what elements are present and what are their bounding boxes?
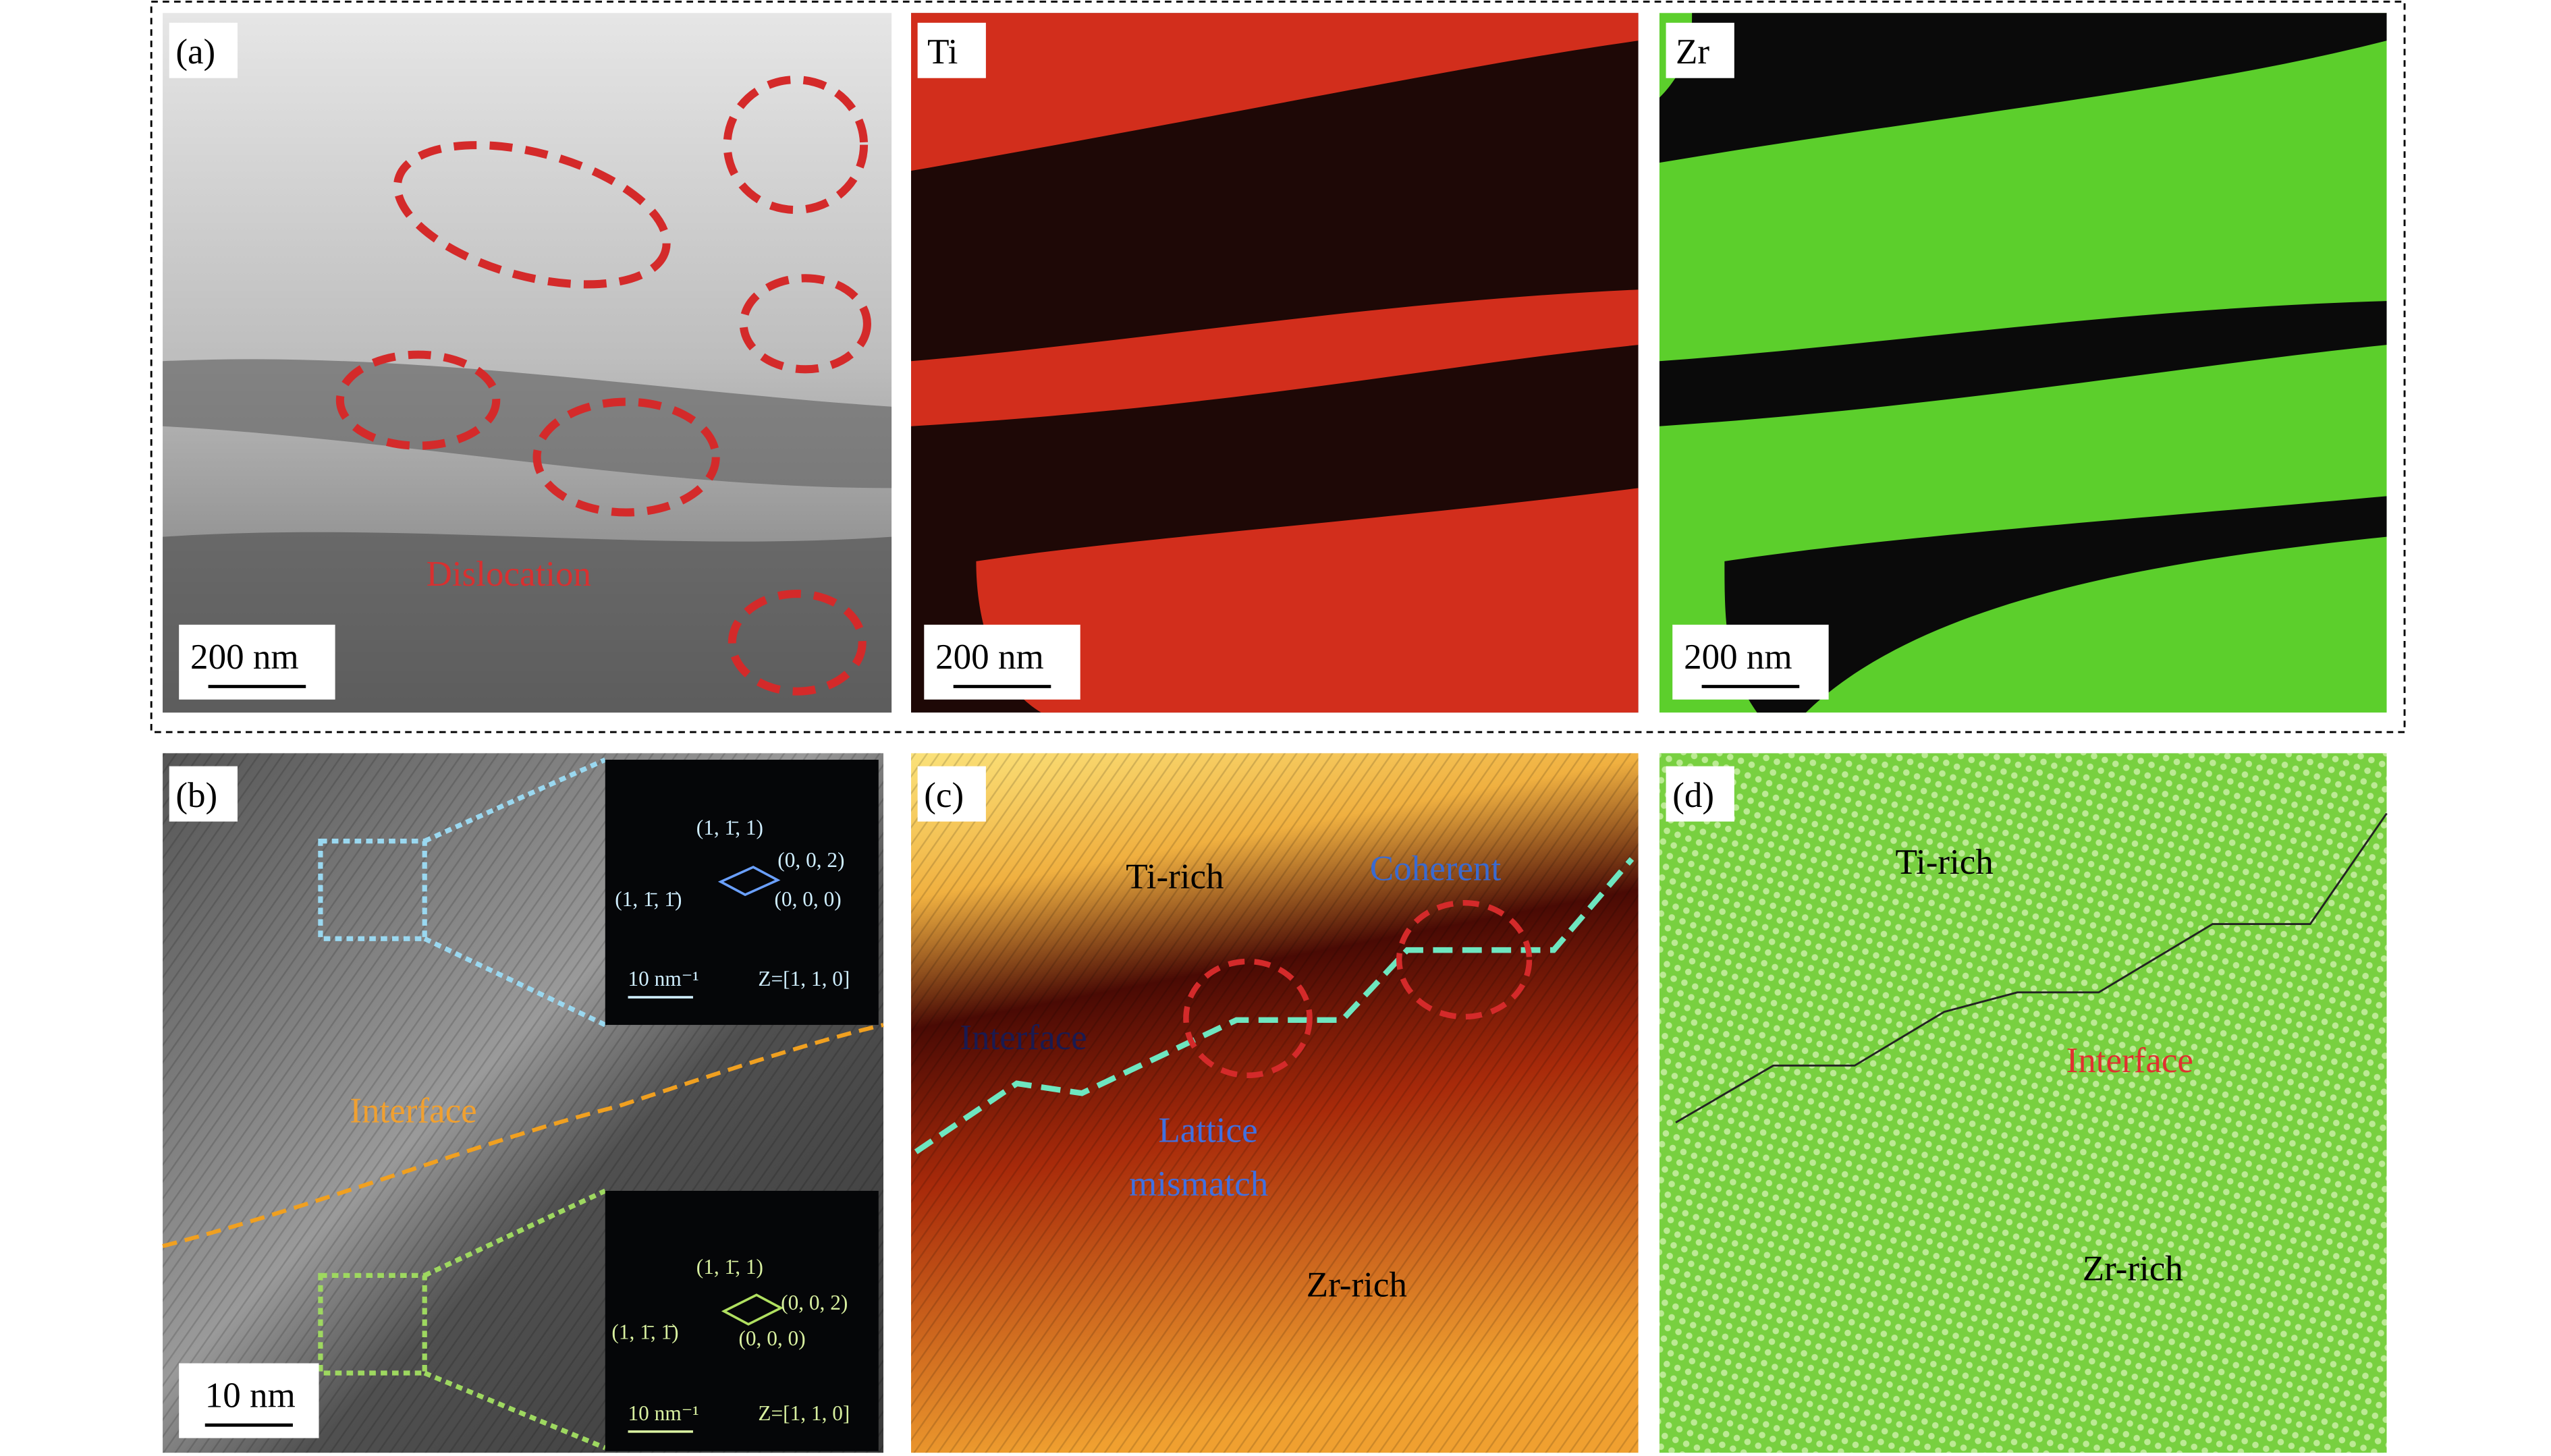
annotation: Ti-rich xyxy=(1895,843,1993,882)
annotation: Lattice xyxy=(1158,1111,1257,1150)
label-box xyxy=(917,22,986,78)
panel-label: Zr xyxy=(1676,32,1709,72)
ellipses xyxy=(1183,899,1533,1079)
zoom-box xyxy=(318,1272,427,1376)
panel-b: Interface (1, 1̄, 1) (0, 0, 2) (1, 1̄, 1… xyxy=(162,753,884,1453)
inset-scale: 10 nm⁻¹ xyxy=(628,1401,699,1425)
band xyxy=(163,532,892,713)
zr-bands xyxy=(1659,13,2387,713)
spot-label: (0, 0, 2) xyxy=(777,848,844,872)
annotation: Zr-rich xyxy=(2083,1250,2183,1289)
texture xyxy=(1659,753,2387,1453)
interface-line xyxy=(1675,812,2388,1123)
scale-bar-label: 200 nm xyxy=(1684,638,1792,677)
label-box xyxy=(169,766,238,822)
panel-d: Ti-rich Interface Zr-rich (d) xyxy=(1659,753,2388,1453)
spot-label: (0, 0, 0) xyxy=(775,887,842,911)
panel-c: Ti-rich Coherent Interface Lattice misma… xyxy=(911,753,1639,1453)
diffraction-pattern xyxy=(721,1293,784,1326)
scale-bar-label: 200 nm xyxy=(935,638,1044,677)
panel-label: Ti xyxy=(927,32,958,72)
panel-ti: Ti 200 nm xyxy=(911,13,1639,713)
panel-label: (c) xyxy=(924,776,964,815)
diffraction-pattern xyxy=(717,866,781,897)
annotation: Ti-rich xyxy=(1126,857,1224,896)
panel-label: (a) xyxy=(175,32,215,72)
ti-bands xyxy=(911,13,1639,713)
spot-label: (0, 0, 2) xyxy=(781,1291,848,1314)
label-box xyxy=(1666,22,1734,78)
scale-bar-label: 10 nm xyxy=(205,1376,296,1416)
panel-zr: Zr 200 nm xyxy=(1659,13,2387,713)
panel-label: (b) xyxy=(175,776,217,815)
annotation: mismatch xyxy=(1129,1165,1268,1204)
annotation: Interface xyxy=(350,1092,476,1131)
annotation: Zr-rich xyxy=(1307,1266,1407,1305)
zone-axis: Z=[1, 1, 0] xyxy=(758,1401,850,1425)
annotation: Dislocation xyxy=(427,555,591,594)
zone-axis: Z=[1, 1, 0] xyxy=(758,967,850,990)
zoom-lines xyxy=(423,757,607,1028)
label-box xyxy=(917,766,986,822)
panel-a: Dislocation (a) 200 nm xyxy=(163,13,892,713)
annotation: Interface xyxy=(960,1018,1087,1057)
zoom-lines xyxy=(423,1188,607,1451)
ellipses xyxy=(335,76,871,696)
inset-scale: 10 nm⁻¹ xyxy=(628,967,699,990)
spot-label: (1, 1̄, 1̄) xyxy=(611,1320,678,1343)
panel-label: (d) xyxy=(1672,776,1714,815)
interface-line xyxy=(162,1023,884,1248)
annotation: Interface xyxy=(2066,1041,2193,1080)
spot-label: (1, 1̄, 1̄) xyxy=(615,887,682,911)
zoom-box xyxy=(318,838,427,941)
texture xyxy=(911,753,1639,1453)
scale-bar-label: 200 nm xyxy=(190,638,299,677)
label-box xyxy=(169,22,238,78)
spot-label: (1, 1̄, 1) xyxy=(696,1255,763,1279)
label-box xyxy=(1666,766,1734,822)
band xyxy=(163,359,892,488)
spot-label: (0, 0, 0) xyxy=(738,1326,805,1350)
spot-label: (1, 1̄, 1) xyxy=(696,816,763,839)
annotation: Coherent xyxy=(1370,849,1502,888)
